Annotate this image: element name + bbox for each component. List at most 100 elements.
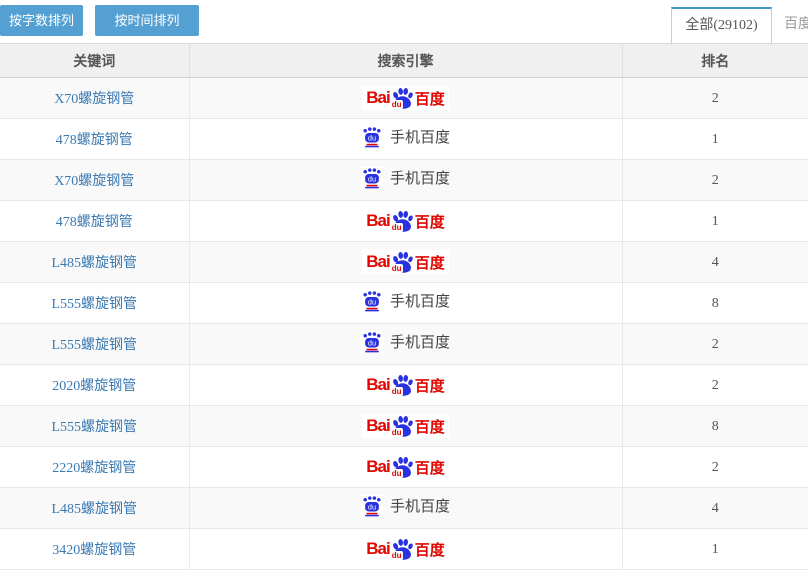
rank-value: 1 xyxy=(711,132,719,147)
top-toolbar: 按字数排列 按时间排列 全部(29102) 百度 xyxy=(0,0,808,43)
baidu-du-badge: du xyxy=(390,386,403,396)
keyword-link[interactable]: L555螺旋钢管 xyxy=(51,420,138,435)
sort-by-time-button[interactable]: 按时间排列 xyxy=(95,5,199,36)
table-row: X70螺旋钢管 Bai du 百度 2 xyxy=(0,77,808,119)
engine-cell: du 手机百度 xyxy=(188,159,623,201)
svg-text:du: du xyxy=(368,502,376,511)
keyword-link[interactable]: X70螺旋钢管 xyxy=(54,174,135,189)
rank-value: 2 xyxy=(711,460,719,475)
mobile-baidu-label: 手机百度 xyxy=(389,335,450,351)
rank-value: 4 xyxy=(711,255,719,270)
table-row: L555螺旋钢管 du 手机百度 xyxy=(0,282,808,324)
keyword-cell: L485螺旋钢管 xyxy=(0,487,190,529)
sort-by-chars-button[interactable]: 按字数排列 xyxy=(0,5,83,36)
rank-cell: 4 xyxy=(621,241,808,283)
mobile-baidu-icon: du xyxy=(360,125,383,148)
baidu-logo-cn: 百度 xyxy=(414,214,445,231)
rank-cell: 8 xyxy=(621,405,808,447)
baidu-paw-icon: du xyxy=(390,251,414,273)
baidu-paw-icon: du xyxy=(390,374,414,396)
rankings-table: 关键词 搜索引擎 排名 X70螺旋钢管 Bai du xyxy=(0,43,808,570)
baidu-logo-latin: Bai xyxy=(366,457,390,476)
baidu-logo-latin: Bai xyxy=(366,252,390,271)
rank-value: 2 xyxy=(711,91,719,106)
table-row: X70螺旋钢管 du 手机百度 xyxy=(0,159,808,201)
keyword-link[interactable]: L555螺旋钢管 xyxy=(51,297,138,312)
baidu-logo: Bai du 百度 xyxy=(362,414,449,438)
engine-cell: Bai du 百度 xyxy=(188,200,623,242)
baidu-logo-cn: 百度 xyxy=(414,542,445,559)
keyword-link[interactable]: 478螺旋钢管 xyxy=(55,133,133,148)
table-row: 478螺旋钢管 du 手机百度 xyxy=(0,118,808,160)
mobile-baidu-logo: du 手机百度 xyxy=(360,330,450,353)
table-row: L555螺旋钢管 du 手机百度 xyxy=(0,323,808,365)
mobile-baidu-label: 手机百度 xyxy=(389,130,450,146)
baidu-logo-latin: Bai xyxy=(366,211,390,230)
keyword-cell: 478螺旋钢管 xyxy=(0,200,190,242)
rank-value: 1 xyxy=(711,214,719,229)
keyword-cell: 3420螺旋钢管 xyxy=(0,528,190,570)
engine-cell: du 手机百度 xyxy=(188,487,623,529)
mobile-baidu-label: 手机百度 xyxy=(389,294,450,310)
baidu-paw-icon: du xyxy=(390,87,414,109)
engine-cell: Bai du 百度 xyxy=(188,405,623,447)
engine-cell: Bai du 百度 xyxy=(188,241,623,283)
mobile-baidu-icon: du xyxy=(360,330,383,353)
svg-text:du: du xyxy=(368,297,376,306)
keyword-link[interactable]: 2020螺旋钢管 xyxy=(52,379,137,394)
baidu-logo-cn: 百度 xyxy=(414,91,445,108)
tab-baidu[interactable]: 百度 xyxy=(784,17,808,32)
mobile-baidu-icon: du xyxy=(360,166,383,189)
baidu-du-badge: du xyxy=(390,550,403,560)
table-row: 2220螺旋钢管 Bai du 百度 2 xyxy=(0,446,808,488)
engine-cell: Bai du 百度 xyxy=(188,364,623,406)
table-row: L485螺旋钢管 du 手机百度 xyxy=(0,487,808,529)
keyword-link[interactable]: 3420螺旋钢管 xyxy=(52,543,137,558)
mobile-baidu-logo: du 手机百度 xyxy=(360,289,450,312)
rank-cell: 4 xyxy=(621,487,808,529)
baidu-logo: Bai du 百度 xyxy=(362,373,449,397)
svg-text:du: du xyxy=(368,338,376,347)
rank-value: 2 xyxy=(711,173,719,188)
table-row: 3420螺旋钢管 Bai du 百度 1 xyxy=(0,528,808,570)
baidu-paw-icon: du xyxy=(390,415,414,437)
rank-cell: 2 xyxy=(621,323,808,365)
table-body: X70螺旋钢管 Bai du 百度 2 xyxy=(0,77,808,570)
keyword-cell: 478螺旋钢管 xyxy=(0,118,190,160)
keyword-link[interactable]: L485螺旋钢管 xyxy=(51,256,138,271)
baidu-du-badge: du xyxy=(390,263,403,273)
baidu-logo: Bai du 百度 xyxy=(362,209,449,233)
baidu-logo-cn: 百度 xyxy=(414,378,445,395)
baidu-du-badge: du xyxy=(390,99,403,109)
baidu-du-badge: du xyxy=(390,427,403,437)
rank-value: 4 xyxy=(711,501,719,516)
baidu-logo: Bai du 百度 xyxy=(362,537,449,561)
keyword-link[interactable]: X70螺旋钢管 xyxy=(54,92,135,107)
keyword-cell: L555螺旋钢管 xyxy=(0,282,190,324)
keyword-link[interactable]: 2220螺旋钢管 xyxy=(52,461,137,476)
rank-cell: 2 xyxy=(621,159,808,201)
keyword-link[interactable]: 478螺旋钢管 xyxy=(55,215,133,230)
keyword-link[interactable]: L485螺旋钢管 xyxy=(51,502,138,517)
table-header: 关键词 搜索引擎 排名 xyxy=(0,43,808,78)
engine-cell: du 手机百度 xyxy=(188,118,623,160)
rank-value: 8 xyxy=(711,419,719,434)
rank-value: 2 xyxy=(711,337,719,352)
baidu-du-badge: du xyxy=(390,222,403,232)
keyword-cell: L555螺旋钢管 xyxy=(0,405,190,447)
rank-value: 2 xyxy=(711,378,719,393)
rank-value: 8 xyxy=(711,296,719,311)
baidu-logo: Bai du 百度 xyxy=(362,455,449,479)
rank-cell: 1 xyxy=(621,528,808,570)
tab-all[interactable]: 全部(29102) xyxy=(671,7,772,43)
baidu-logo-latin: Bai xyxy=(366,539,390,558)
rank-cell: 8 xyxy=(621,282,808,324)
rank-cell: 1 xyxy=(621,118,808,160)
rank-value: 1 xyxy=(711,542,719,557)
keyword-link[interactable]: L555螺旋钢管 xyxy=(51,338,138,353)
mobile-baidu-logo: du 手机百度 xyxy=(360,125,450,148)
baidu-logo-latin: Bai xyxy=(366,416,390,435)
baidu-logo: Bai du 百度 xyxy=(362,250,449,274)
engine-cell: du 手机百度 xyxy=(188,323,623,365)
keyword-cell: 2220螺旋钢管 xyxy=(0,446,190,488)
